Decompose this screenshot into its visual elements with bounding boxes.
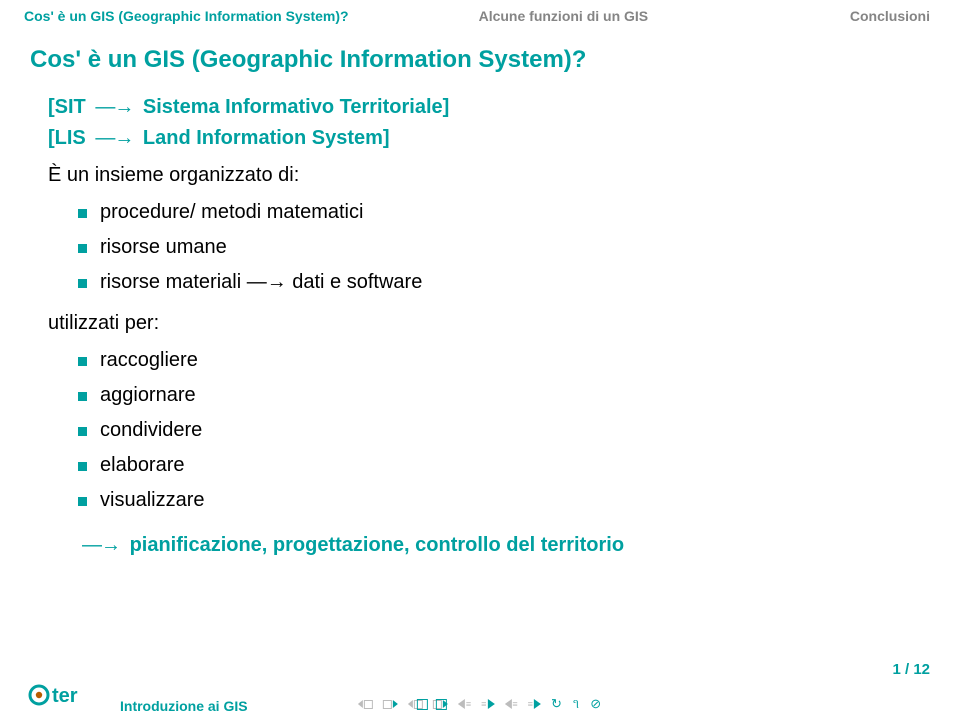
intro-text: È un insieme organizzato di: [48,160,912,191]
arrow-icon: —→ [78,534,124,556]
nav-next-section-icon[interactable] [433,700,448,709]
nav-back-icon[interactable]: ≡ [504,699,517,709]
section-nav: Cos' è un GIS (Geographic Information Sy… [0,0,960,28]
definition-sit: [SIT —→ Sistema Informativo Territoriale… [48,92,912,123]
nav-section-2[interactable]: Alcune funzioni di un GIS [479,8,649,24]
lis-prefix: [LIS [48,127,86,149]
logo: ter [28,679,98,712]
slide-body: [SIT —→ Sistema Informativo Territoriale… [0,82,960,561]
page-number: 1 / 12 [892,661,930,678]
nav-prev-slide-icon[interactable] [358,700,373,709]
list-item: risorse materiali —→ dati e software [78,267,912,298]
nav-zoom-icon[interactable]: ⊘ [590,696,602,712]
footer-title: Introduzione ai GIS [120,698,248,714]
list-item: condividere [78,415,912,446]
conclusion-line: —→ pianificazione, progettazione, contro… [48,530,912,561]
nav-prev-subsection-icon[interactable]: ≡ [458,699,471,709]
list-item: risorse umane [78,232,912,263]
list-item: aggiornare [78,380,912,411]
nav-section-3[interactable]: Conclusioni [850,8,930,24]
nav-search-icon[interactable]: ૧ [573,696,580,712]
nav-next-subsection-icon[interactable]: ≡ [481,699,494,709]
definition-lis: [LIS —→ Land Information System] [48,123,912,154]
mid-text: utilizzati per: [48,308,912,339]
list-item: elaborare [78,450,912,481]
lis-suffix: Land Information System] [143,127,390,149]
arrow-icon: —→ [91,96,137,118]
sit-prefix: [SIT [48,96,86,118]
nav-prev-section-icon[interactable] [408,700,423,709]
uses-list: raccogliere aggiornare condividere elabo… [48,345,912,516]
slide-footer: 1 / 12 ter Introduzione ai GIS ≡ ≡ ≡ ≡ ↻… [0,660,960,720]
svg-text:ter: ter [52,685,78,707]
list-item: visualizzare [78,485,912,516]
spacer [648,8,850,24]
conclusion-text: pianificazione, progettazione, controllo… [130,534,624,556]
frame-title: Cos' è un GIS (Geographic Information Sy… [0,28,960,82]
list-item: raccogliere [78,345,912,376]
components-list: procedure/ metodi matematici risorse uma… [48,197,912,298]
nav-next-slide-icon[interactable] [383,700,398,709]
list-item: procedure/ metodi matematici [78,197,912,228]
beamer-nav-bar: ≡ ≡ ≡ ≡ ↻ ૧ ⊘ [358,696,602,712]
nav-section-current[interactable]: Cos' è un GIS (Geographic Information Sy… [24,8,349,24]
nav-forward-icon[interactable]: ≡ [528,699,541,709]
logo-svg: ter [28,679,98,707]
arrow-icon: —→ [91,127,137,149]
spacer [349,8,479,24]
sit-suffix: Sistema Informativo Territoriale] [143,96,449,118]
slide: Cos' è un GIS (Geographic Information Sy… [0,0,960,720]
nav-loop-icon[interactable]: ↻ [551,696,563,712]
